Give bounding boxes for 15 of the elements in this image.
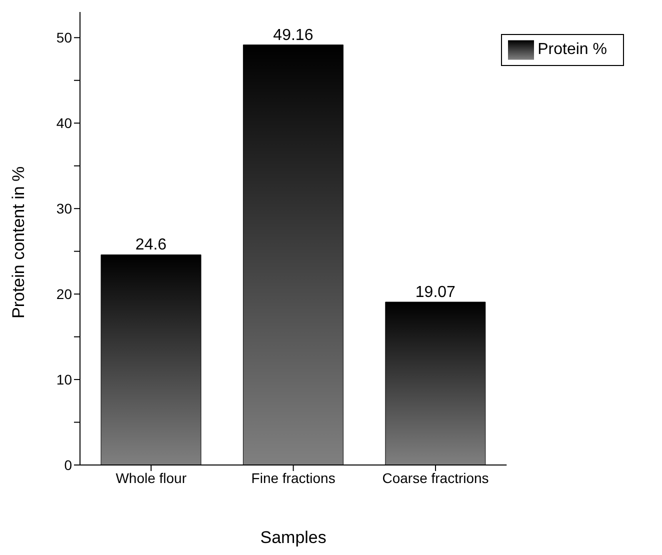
y-tick-label: 30 xyxy=(56,200,72,217)
data-label: 19.07 xyxy=(415,284,456,302)
x-tick-label: Fine fractions xyxy=(251,470,336,486)
y-tick-label: 40 xyxy=(56,115,72,132)
y-tick-label: 50 xyxy=(56,30,72,46)
data-label: 49.16 xyxy=(273,26,314,44)
y-tick-label: 10 xyxy=(56,372,72,388)
data-label: 24.6 xyxy=(135,236,167,254)
y-axis-title: Protein content in % xyxy=(9,166,28,318)
x-axis-title: Samples xyxy=(260,528,326,547)
y-tick-label: 20 xyxy=(56,286,72,302)
legend-label: Protein % xyxy=(538,41,607,58)
x-tick-label: Coarse fractrions xyxy=(382,470,489,486)
x-tick-label: Whole flour xyxy=(116,470,187,486)
y-tick-label: 0 xyxy=(64,456,72,473)
